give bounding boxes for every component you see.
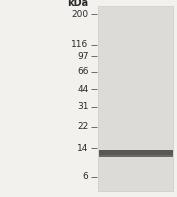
Text: 22: 22: [77, 122, 88, 131]
Text: 6: 6: [83, 172, 88, 181]
Text: 97: 97: [77, 52, 88, 61]
Text: 200: 200: [71, 10, 88, 19]
Text: 66: 66: [77, 67, 88, 76]
Bar: [99, 155, 173, 157]
Bar: [99, 150, 173, 157]
Text: 31: 31: [77, 102, 88, 112]
Text: 14: 14: [77, 144, 88, 153]
Text: kDa: kDa: [67, 0, 88, 8]
Text: 44: 44: [77, 85, 88, 94]
Bar: [98, 6, 173, 191]
Text: 116: 116: [71, 40, 88, 49]
